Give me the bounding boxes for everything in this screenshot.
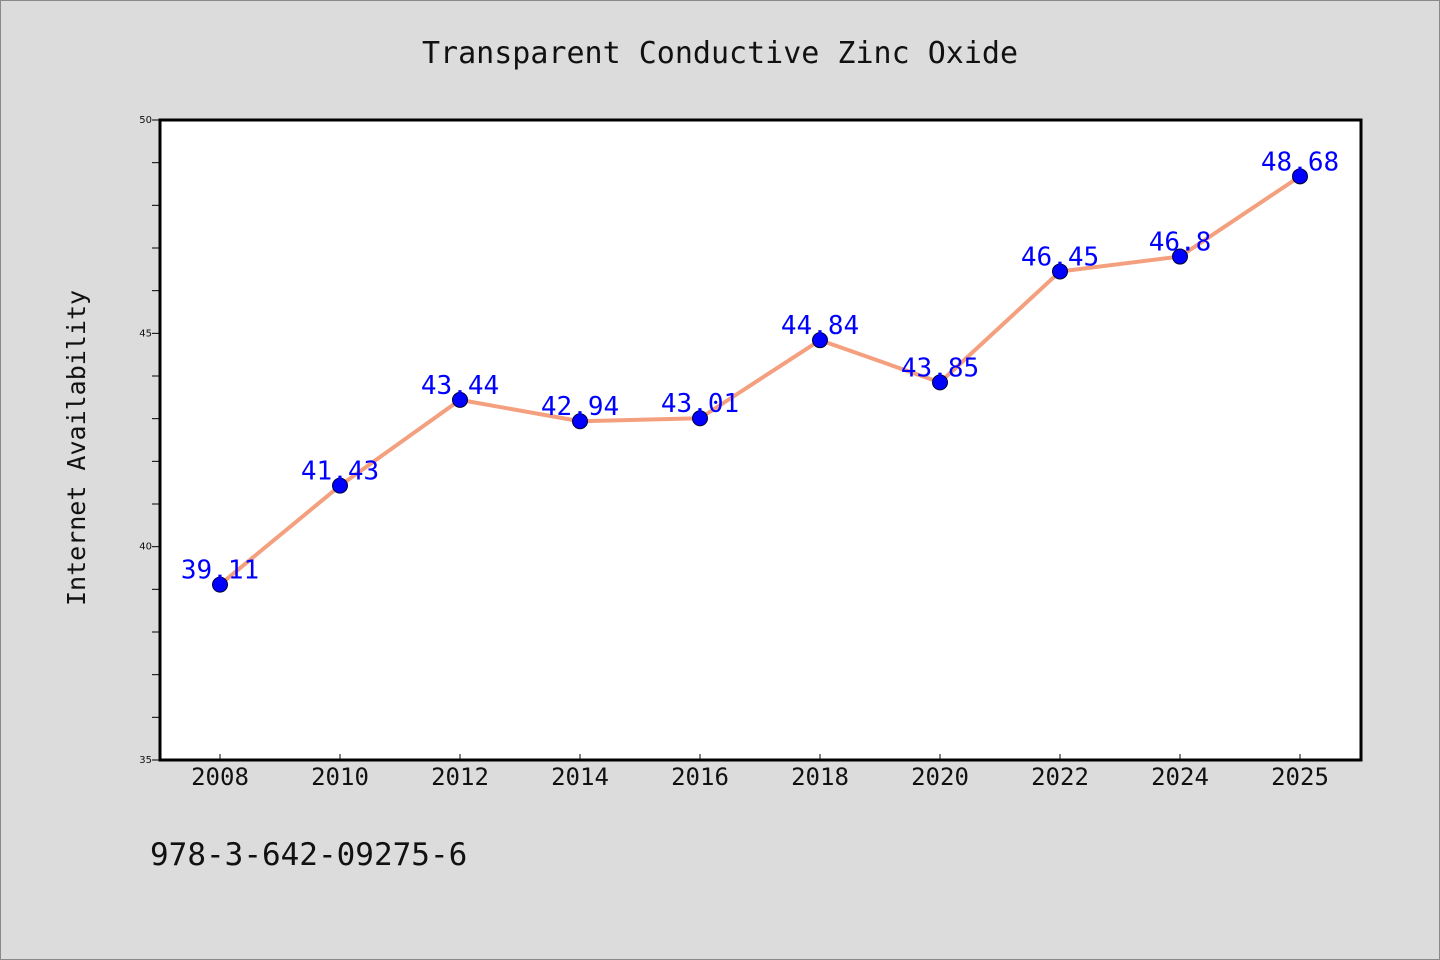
x-tick-label: 2008 <box>191 763 249 791</box>
data-point <box>1052 263 1068 280</box>
data-point <box>572 413 588 430</box>
data-point <box>1172 248 1188 265</box>
x-tick-label: 2014 <box>551 763 609 791</box>
data-label: 43.01 <box>661 389 739 419</box>
data-label: 48.68 <box>1261 147 1339 177</box>
data-point <box>452 391 468 408</box>
data-point <box>692 410 708 427</box>
data-point <box>212 576 228 593</box>
x-tick-label: 2018 <box>791 763 849 791</box>
data-label: 41.43 <box>301 457 379 487</box>
data-label: 43.44 <box>421 371 499 401</box>
x-tick-label: 2010 <box>311 763 369 791</box>
plot-area <box>158 118 1363 762</box>
data-point <box>812 332 828 349</box>
x-tick-label: 2025 <box>1271 763 1329 791</box>
x-tick-label: 2012 <box>431 763 489 791</box>
y-tick-label: 35 <box>139 755 152 766</box>
x-axis-ticks: 2008 2010 2012 2014 2016 2018 2020 2022 2024 2025 <box>191 754 1329 791</box>
x-tick-label: 2020 <box>911 763 969 791</box>
data-point <box>1292 168 1308 185</box>
y-axis-label: Internet Availability <box>62 290 91 606</box>
data-label: 39.11 <box>181 556 259 586</box>
y-tick-label: 50 <box>139 115 152 126</box>
data-label: 46.45 <box>1021 242 1099 272</box>
data-label: 42.94 <box>541 392 619 422</box>
data-label: 46.8 <box>1149 228 1212 258</box>
x-tick-label: 2016 <box>671 763 729 791</box>
x-tick-label: 2022 <box>1031 763 1089 791</box>
y-tick-label: 40 <box>139 542 152 553</box>
footer-isbn: 978-3-642-09275-6 <box>150 837 467 873</box>
data-point <box>932 374 948 391</box>
series-line <box>218 174 1302 587</box>
y-axis-ticks: 35 40 45 50 <box>139 115 160 766</box>
chart-title: Transparent Conductive Zinc Oxide <box>422 36 1018 71</box>
series-layer: 39.11 41.43 43.44 42.94 43.01 44.84 43.85 46.45… <box>181 147 1339 593</box>
data-label: 43.85 <box>901 353 979 383</box>
x-tick-label: 2024 <box>1151 763 1209 791</box>
data-point <box>332 477 348 494</box>
data-label: 44.84 <box>781 311 859 341</box>
y-tick-label: 45 <box>139 328 152 339</box>
